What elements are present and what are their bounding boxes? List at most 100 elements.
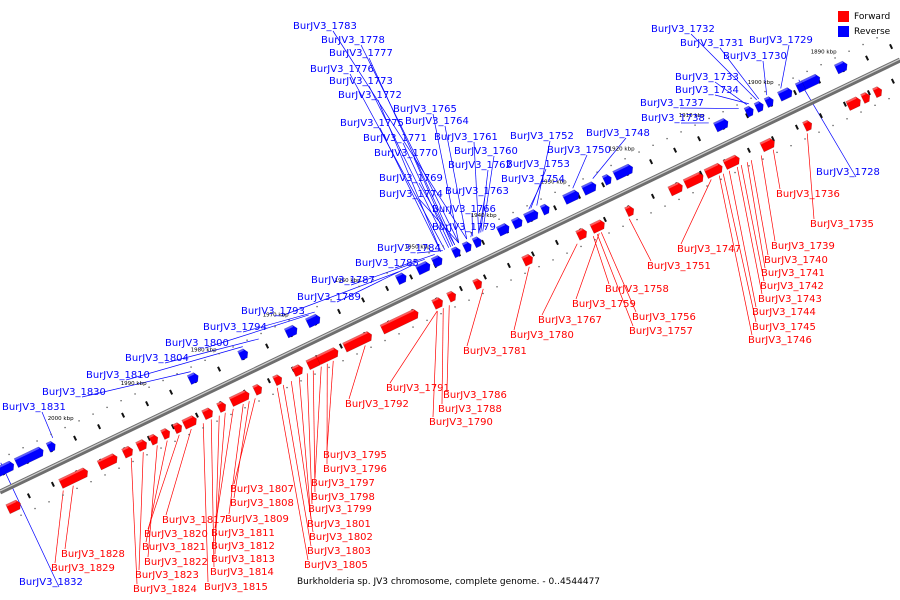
guide-dot <box>412 326 414 328</box>
guide-dot <box>694 124 696 126</box>
tick-dash <box>145 400 150 407</box>
scale-tick-label: 1950 kbp <box>405 245 431 251</box>
forward-gene-label: BurJV3_1756 <box>632 312 696 323</box>
forward-gene-label: BurJV3_1759 <box>572 299 636 310</box>
forward-gene <box>160 428 171 440</box>
guide-dot <box>288 319 290 321</box>
forward-gene-label: BurJV3_1781 <box>463 346 527 357</box>
guide-dot <box>218 352 220 355</box>
guide-dot <box>482 292 484 295</box>
callout-line <box>332 30 468 240</box>
callout-line <box>204 314 309 349</box>
callout-line <box>214 415 220 555</box>
guide-dot <box>580 245 582 248</box>
callout-line <box>718 175 753 336</box>
guide-dot <box>302 312 304 314</box>
guide-dot <box>384 339 386 342</box>
guide-dot <box>540 198 542 200</box>
forward-gene <box>291 364 303 377</box>
guide-dot <box>776 151 778 154</box>
guide-dot <box>468 299 470 301</box>
callout-line <box>806 133 815 220</box>
callout-line <box>740 164 765 282</box>
callout-line <box>147 445 158 558</box>
guide-dot <box>568 184 570 187</box>
callout-line <box>432 310 438 418</box>
reverse-gene <box>430 255 443 268</box>
forward-gene <box>148 433 159 446</box>
callout-line <box>473 141 480 234</box>
reverse-gene-label: BurJV3_1728 <box>816 167 880 178</box>
guide-dot <box>680 131 682 133</box>
guide-dot <box>636 218 638 221</box>
tick-dash <box>385 285 390 292</box>
guide-dot <box>862 43 864 46</box>
reverse-gene <box>833 60 848 75</box>
reverse-gene <box>763 96 774 109</box>
forward-gene-label: BurJV3_1797 <box>311 478 375 489</box>
guide-dot <box>652 144 654 146</box>
guide-dot <box>204 359 206 362</box>
legend-reverse-label: Reverse <box>854 26 891 37</box>
tick-dash <box>121 412 126 418</box>
forward-gene-label: BurJV3_1780 <box>510 330 574 341</box>
callout-line <box>413 157 454 246</box>
callout-line <box>312 370 316 493</box>
callout-line <box>528 183 542 210</box>
callout-line <box>798 79 857 178</box>
reverse-gene <box>510 216 523 230</box>
guide-dot <box>132 460 134 463</box>
callout-line <box>470 231 473 238</box>
tick-dash <box>553 205 558 211</box>
callout-line <box>350 258 425 286</box>
forward-gene <box>58 467 89 489</box>
genome-axis-highlight <box>0 58 900 492</box>
guide-dot <box>650 212 652 214</box>
forward-gene <box>845 96 861 111</box>
guide-dot <box>834 57 836 59</box>
forward-gene-label: BurJV3_1808 <box>230 498 294 509</box>
guide-dot <box>596 171 598 173</box>
guide-dot <box>624 158 626 160</box>
callout-line <box>444 125 468 240</box>
callout-line <box>306 373 313 505</box>
callout-line <box>418 182 456 246</box>
guide-dot <box>874 104 876 106</box>
forward-gene-label: BurJV3_1791 <box>386 383 450 394</box>
reverse-gene <box>0 460 15 477</box>
tick-dash <box>170 424 175 430</box>
reverse-gene <box>304 313 321 329</box>
tick-dash <box>865 55 870 61</box>
callout-line <box>432 113 460 244</box>
reverse-gene-label: BurJV3_1765 <box>393 104 457 115</box>
reverse-gene <box>45 440 56 453</box>
tick-dash <box>866 89 871 96</box>
guide-dot <box>358 285 360 288</box>
reverse-gene-label: BurJV3_1732 <box>651 24 715 35</box>
forward-gene <box>315 347 339 366</box>
callout-line <box>680 179 712 245</box>
callout-line <box>368 85 450 248</box>
forward-gene-label: BurJV3_1824 <box>133 584 197 595</box>
forward-gene <box>5 499 21 515</box>
tick-dash <box>697 136 702 142</box>
guide-dot <box>442 245 444 247</box>
guide-dot <box>484 225 486 227</box>
reverse-gene-label: BurJV3_1777 <box>329 48 393 59</box>
tick-dash <box>26 493 31 499</box>
forward-gene <box>703 162 723 179</box>
forward-gene-label: BurJV3_1821 <box>142 542 206 553</box>
forward-gene <box>379 308 419 335</box>
forward-gene <box>575 227 587 241</box>
reverse-gene-label: BurJV3_1729 <box>749 35 813 46</box>
callout-line <box>750 160 769 256</box>
tick-dash <box>265 343 270 349</box>
callout-line <box>54 490 64 564</box>
forward-gene-label: BurJV3_1751 <box>647 261 711 272</box>
guide-dot <box>512 211 514 214</box>
tick-dash <box>554 239 559 246</box>
guide-dot <box>848 50 850 52</box>
tick-dash <box>266 377 271 384</box>
guide-dot <box>524 272 526 274</box>
guide-dot <box>260 332 262 335</box>
